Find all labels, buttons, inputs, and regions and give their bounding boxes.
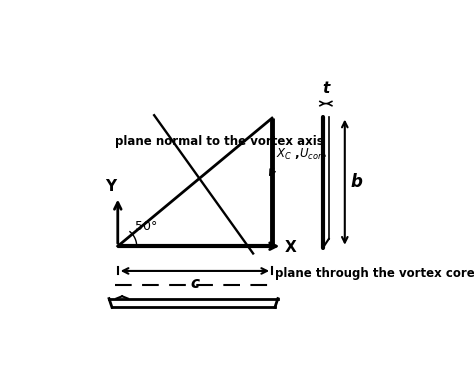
Text: t: t: [322, 81, 329, 96]
Text: Y: Y: [105, 179, 116, 194]
Text: c: c: [191, 276, 200, 291]
Text: plane through the vortex core: plane through the vortex core: [275, 267, 474, 280]
Text: 50°: 50°: [135, 220, 158, 233]
Text: X: X: [284, 240, 296, 255]
Text: plane normal to the vortex axis: plane normal to the vortex axis: [115, 135, 324, 148]
Text: $X_C$ ,$U_{core}$: $X_C$ ,$U_{core}$: [276, 147, 328, 162]
Text: b: b: [351, 173, 363, 191]
